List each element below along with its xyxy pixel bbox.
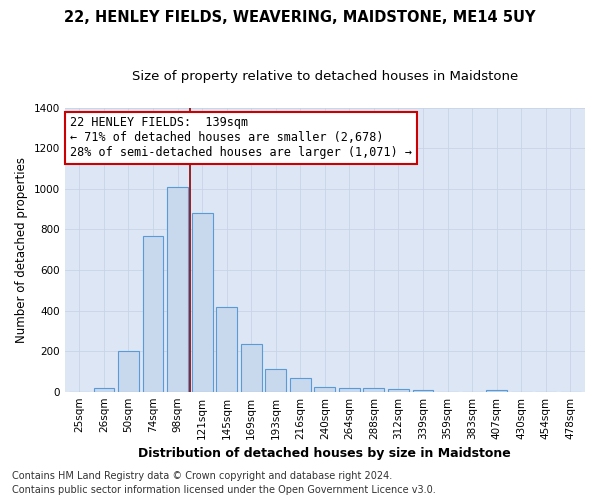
Bar (241, 344, 262, 392)
Bar (413, 390, 433, 392)
Bar (94, 388, 115, 392)
Bar (118, 351, 139, 392)
X-axis label: Distribution of detached houses by size in Maidstone: Distribution of detached houses by size … (139, 447, 511, 460)
Bar (486, 390, 507, 392)
Title: Size of property relative to detached houses in Maidstone: Size of property relative to detached ho… (132, 70, 518, 83)
Bar (191, 213, 212, 392)
Bar (143, 236, 163, 392)
Bar (314, 386, 335, 392)
Bar (339, 388, 360, 392)
Bar (265, 370, 286, 392)
Bar (216, 306, 237, 392)
Bar (364, 388, 385, 392)
Y-axis label: Number of detached properties: Number of detached properties (15, 156, 28, 342)
Text: 22, HENLEY FIELDS, WEAVERING, MAIDSTONE, ME14 5UY: 22, HENLEY FIELDS, WEAVERING, MAIDSTONE,… (64, 10, 536, 25)
Bar (388, 388, 409, 392)
Bar (167, 187, 188, 392)
Text: 22 HENLEY FIELDS:  139sqm
← 71% of detached houses are smaller (2,678)
28% of se: 22 HENLEY FIELDS: 139sqm ← 71% of detach… (70, 116, 412, 160)
Bar (290, 378, 311, 392)
Text: Contains HM Land Registry data © Crown copyright and database right 2024.
Contai: Contains HM Land Registry data © Crown c… (12, 471, 436, 495)
